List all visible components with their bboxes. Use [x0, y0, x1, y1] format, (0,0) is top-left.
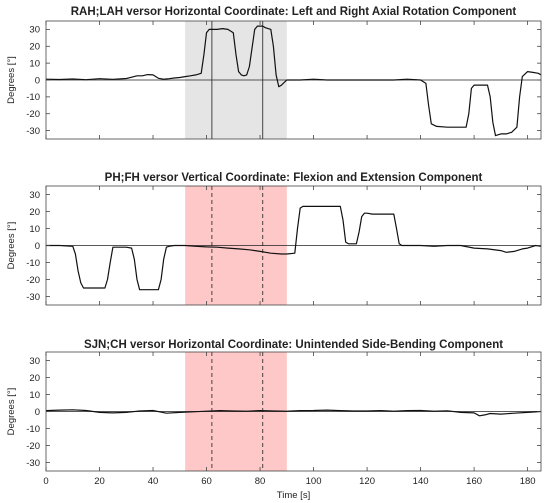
y-tick-label: -30: [26, 458, 40, 469]
x-tick-label: 160: [466, 476, 482, 487]
chart-panel-3: SJN;CH versor Horizontal Coordinate: Uni…: [6, 339, 542, 501]
y-tick-label: -10: [26, 424, 40, 435]
x-tick-label: 80: [255, 476, 266, 487]
y-tick-label: 0: [35, 75, 40, 86]
y-tick-label: 30: [29, 190, 40, 201]
y-tick-label: 20: [29, 373, 40, 384]
x-tick-label: 40: [148, 476, 159, 487]
chart-title: SJN;CH versor Horizontal Coordinate: Uni…: [84, 339, 503, 351]
y-tick-label: -20: [26, 109, 40, 120]
series-line-1: [45, 409, 542, 417]
chart-title: PH;FH versor Vertical Coordinate: Flexio…: [105, 172, 483, 184]
y-tick-label: -10: [26, 92, 40, 103]
y-axis-label: Degrees [°]: [6, 56, 17, 104]
chart-title: RAH;LAH versor Horizontal Coordinate: Le…: [71, 6, 517, 18]
x-tick-label: 0: [43, 476, 48, 487]
x-tick-label: 60: [201, 476, 212, 487]
y-axis-label: Degrees [°]: [6, 388, 17, 436]
x-tick-label: 120: [359, 476, 375, 487]
x-tick-label: 180: [520, 476, 536, 487]
y-axis-label: Degrees [°]: [6, 222, 17, 270]
y-tick-label: 30: [29, 25, 40, 36]
x-axis-label: Time [s]: [277, 490, 310, 501]
y-tick-label: -20: [26, 441, 40, 452]
y-tick-label: 20: [29, 207, 40, 218]
series-line-1: [46, 205, 542, 291]
y-tick-label: 10: [29, 58, 40, 69]
y-tick-label: -20: [26, 275, 40, 286]
y-tick-label: 20: [29, 42, 40, 53]
y-tick-label: 10: [29, 224, 40, 235]
y-tick-label: -10: [26, 258, 40, 269]
y-tick-label: 10: [29, 390, 40, 401]
y-tick-label: 0: [35, 407, 40, 418]
x-tick-label: 20: [94, 476, 105, 487]
y-tick-label: 0: [35, 241, 40, 252]
chart-panel-1: RAH;LAH versor Horizontal Coordinate: Le…: [6, 6, 542, 140]
chart-panel-2: PH;FH versor Vertical Coordinate: Flexio…: [6, 172, 542, 306]
y-tick-label: -30: [26, 126, 40, 137]
x-tick-label: 100: [306, 476, 322, 487]
y-tick-label: 30: [29, 356, 40, 367]
y-tick-label: -30: [26, 292, 40, 303]
x-tick-label: 140: [413, 476, 429, 487]
series-line-1: [45, 25, 542, 137]
